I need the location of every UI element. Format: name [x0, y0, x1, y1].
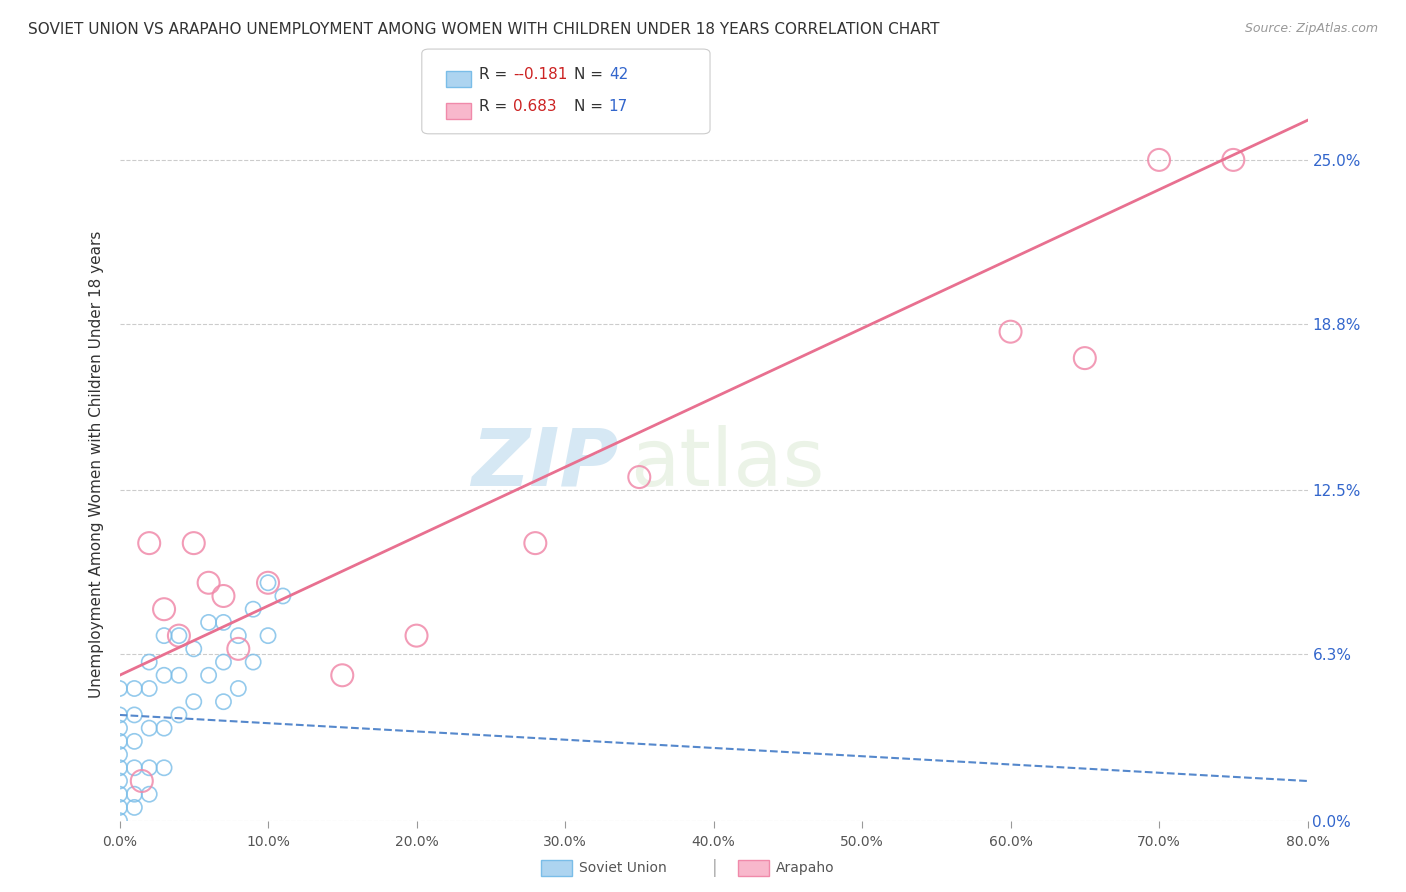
Point — [108, 747, 131, 762]
Point — [183, 641, 205, 656]
Point — [108, 761, 131, 775]
Point — [257, 575, 280, 590]
Point — [138, 761, 160, 775]
Point — [108, 721, 131, 735]
Text: SOVIET UNION VS ARAPAHO UNEMPLOYMENT AMONG WOMEN WITH CHILDREN UNDER 18 YEARS CO: SOVIET UNION VS ARAPAHO UNEMPLOYMENT AMO… — [28, 22, 939, 37]
Point — [183, 536, 205, 550]
Point — [138, 536, 160, 550]
Point — [242, 602, 264, 616]
Text: |: | — [711, 859, 717, 877]
Point — [167, 668, 190, 682]
Point — [183, 695, 205, 709]
Point — [271, 589, 294, 603]
Point — [197, 575, 219, 590]
Point — [153, 629, 176, 643]
Point — [153, 602, 176, 616]
Point — [1074, 351, 1097, 365]
Point — [167, 629, 190, 643]
Point — [124, 800, 146, 814]
Point — [1000, 325, 1022, 339]
Point — [124, 681, 146, 696]
Point — [167, 629, 190, 643]
Text: Source: ZipAtlas.com: Source: ZipAtlas.com — [1244, 22, 1378, 36]
Point — [138, 721, 160, 735]
Point — [242, 655, 264, 669]
Point — [228, 629, 250, 643]
Point — [212, 655, 235, 669]
Point — [138, 787, 160, 801]
Point — [257, 575, 280, 590]
Y-axis label: Unemployment Among Women with Children Under 18 years: Unemployment Among Women with Children U… — [89, 230, 104, 698]
Text: R =: R = — [479, 99, 513, 113]
Text: Soviet Union: Soviet Union — [579, 861, 666, 875]
Point — [124, 787, 146, 801]
Point — [138, 655, 160, 669]
Point — [1222, 153, 1244, 167]
Text: atlas: atlas — [630, 425, 825, 503]
Point — [197, 668, 219, 682]
Text: N =: N = — [574, 99, 607, 113]
Point — [108, 800, 131, 814]
Point — [1147, 153, 1170, 167]
Text: ZIP: ZIP — [471, 425, 619, 503]
Point — [212, 589, 235, 603]
Point — [257, 629, 280, 643]
Point — [108, 814, 131, 828]
Point — [108, 707, 131, 722]
Point — [228, 641, 250, 656]
Text: N =: N = — [574, 67, 607, 81]
Point — [108, 787, 131, 801]
Point — [330, 668, 353, 682]
Point — [138, 681, 160, 696]
Point — [153, 721, 176, 735]
Point — [153, 668, 176, 682]
Point — [524, 536, 547, 550]
Point — [212, 615, 235, 630]
Point — [108, 681, 131, 696]
Point — [628, 470, 651, 484]
Point — [153, 761, 176, 775]
Point — [167, 707, 190, 722]
Point — [131, 774, 153, 789]
Point — [124, 707, 146, 722]
Point — [124, 761, 146, 775]
Text: 0.683: 0.683 — [513, 99, 557, 113]
Text: R =: R = — [479, 67, 513, 81]
Point — [124, 734, 146, 748]
Text: Arapaho: Arapaho — [776, 861, 835, 875]
Point — [405, 629, 427, 643]
Point — [108, 774, 131, 789]
Text: 17: 17 — [609, 99, 628, 113]
Point — [108, 734, 131, 748]
Point — [212, 695, 235, 709]
Point — [197, 615, 219, 630]
Point — [228, 681, 250, 696]
Text: --0.181: --0.181 — [513, 67, 568, 81]
Text: 42: 42 — [609, 67, 628, 81]
